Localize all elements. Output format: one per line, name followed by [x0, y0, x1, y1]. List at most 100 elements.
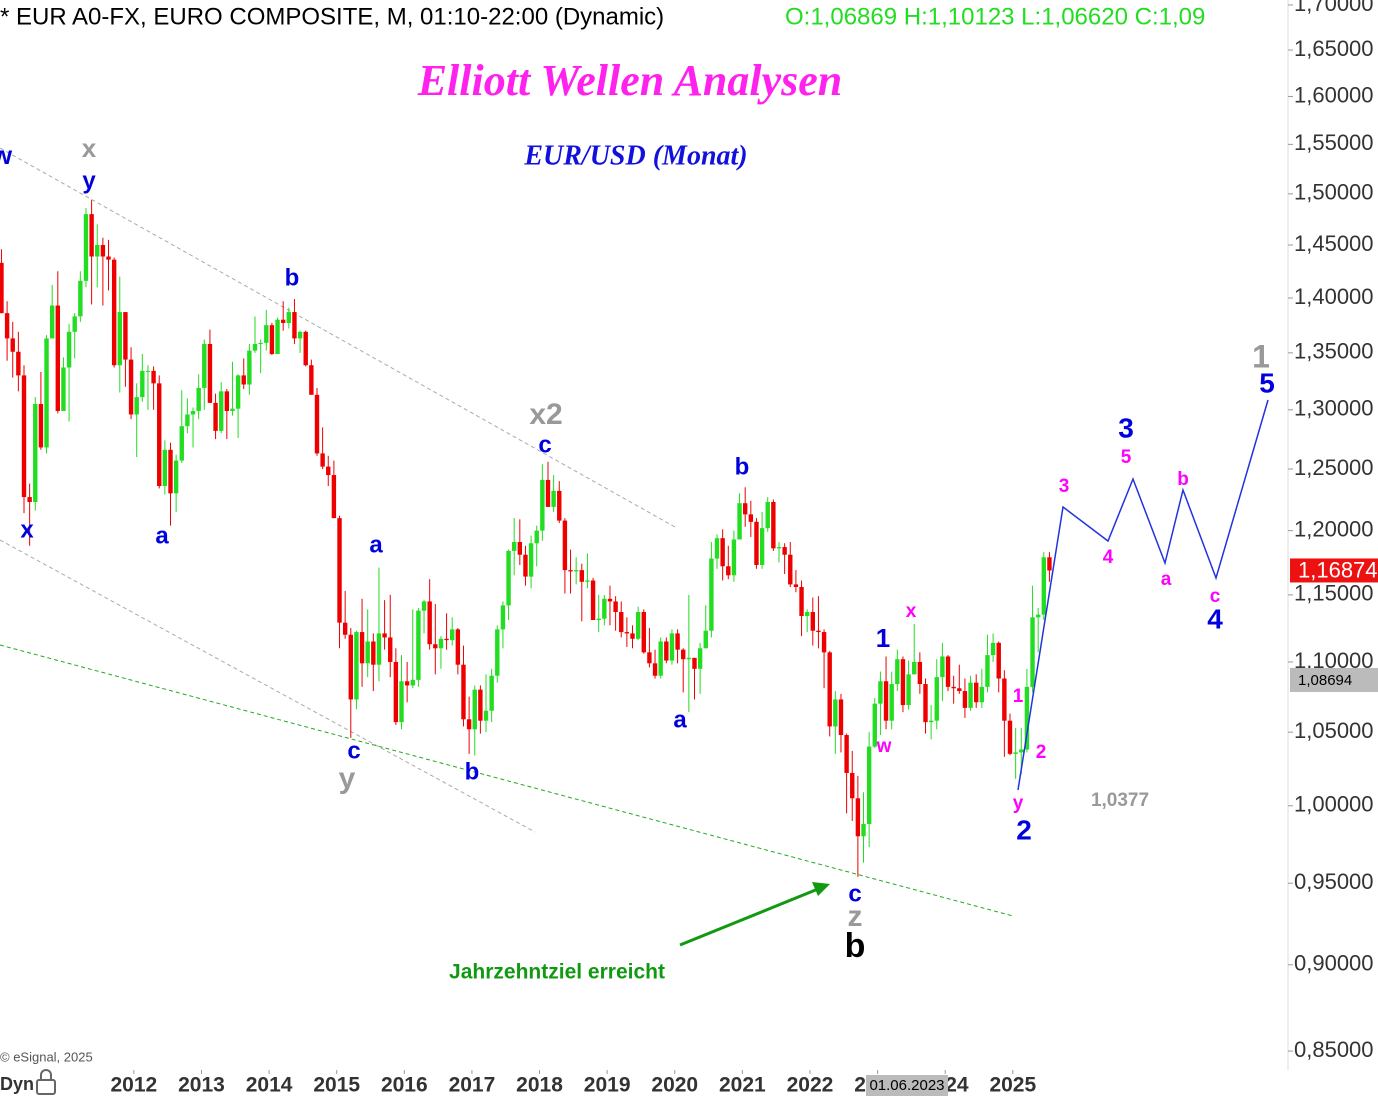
candle-body [596, 618, 601, 621]
candle-body [117, 312, 122, 366]
candle-body [517, 541, 523, 555]
candle-body [280, 319, 286, 323]
candle-body [934, 677, 939, 721]
wave-label: c [538, 431, 551, 458]
candle-body [996, 642, 1001, 679]
candle-body [866, 746, 872, 825]
candle-body [540, 479, 545, 531]
candle-body [602, 598, 607, 619]
wave-label: 5 [1259, 367, 1275, 398]
candle-body [241, 375, 246, 385]
candle-body [692, 657, 697, 669]
candle-body [506, 550, 511, 606]
candle-body [269, 325, 275, 354]
candle-body [140, 370, 145, 398]
candle-body [173, 460, 179, 494]
lock-icon[interactable] [36, 1069, 56, 1095]
candle-body [134, 397, 139, 415]
wave-label: c [347, 737, 360, 764]
candle-body [410, 679, 415, 686]
candle-body [737, 503, 742, 540]
candle-body [833, 699, 838, 727]
x-tick-label: 2013 [178, 1074, 225, 1096]
candle-body [709, 558, 714, 631]
candle-body [771, 501, 776, 549]
y-tick-label: 1,65000 [1294, 36, 1374, 61]
candle-body [850, 772, 855, 799]
candle-body [111, 259, 117, 366]
wave-label: x [82, 133, 97, 163]
y-tick-label: 1,35000 [1294, 339, 1374, 364]
candle-body [528, 543, 534, 577]
candle-body [912, 661, 917, 675]
candle-body [1035, 614, 1041, 618]
candle-body [793, 584, 799, 588]
candle-body [66, 331, 72, 368]
wave-label: 4 [1207, 603, 1223, 634]
x-tick-label: 2019 [584, 1074, 631, 1096]
candle-body [889, 684, 894, 721]
copyright: © eSignal, 2025 [0, 1049, 93, 1064]
candle-body [354, 632, 359, 700]
candle-body [557, 490, 562, 521]
ohlc-header: O:1,06869 H:1,10123 L:1,06620 C:1,09 [785, 3, 1205, 30]
candle-body [224, 391, 230, 411]
candle-body [331, 475, 337, 519]
wave-label: y [339, 762, 356, 795]
last-price-box [1290, 558, 1378, 583]
candle-body [157, 383, 162, 487]
candle-body [923, 684, 928, 723]
candle-body [55, 305, 61, 411]
candle-body [1024, 686, 1030, 750]
wave-label: b [845, 927, 866, 965]
x-tick-label: 2012 [111, 1074, 158, 1096]
candle-body [652, 663, 658, 676]
y-tick-label: 1,00000 [1294, 792, 1374, 817]
wave-label: 1 [1252, 338, 1270, 374]
candle-body [314, 394, 320, 454]
candle-body [78, 280, 83, 317]
candle-body [297, 331, 303, 339]
candle-body [359, 632, 365, 664]
wave-label: Jahrzehntziel erreicht [449, 961, 665, 984]
candle-body [179, 426, 184, 461]
y-tick-label: 1,45000 [1294, 231, 1374, 256]
candle-body [382, 633, 387, 638]
candle-body [979, 686, 985, 703]
candle-body [821, 632, 827, 653]
candle-body [421, 601, 427, 611]
candle-body [145, 370, 151, 372]
candle-body [551, 490, 556, 507]
candle-body [765, 501, 770, 529]
candle-body [878, 681, 883, 704]
candle-body [168, 449, 173, 494]
candle-body [95, 245, 100, 257]
candle-body [630, 633, 635, 639]
candle-body [61, 367, 66, 411]
candle-body [461, 664, 466, 720]
candle-body [917, 661, 923, 685]
candle-body [1019, 749, 1024, 753]
candle-body [635, 612, 641, 639]
chart-title: Elliott Wellen Analysen [417, 56, 843, 105]
candle-body [230, 408, 235, 411]
candle-body [720, 538, 725, 567]
y-tick-label: 0,90000 [1294, 951, 1374, 976]
wave-label: 3 [1118, 412, 1134, 443]
wave-label: a [1161, 569, 1172, 590]
wave-label: x2 [529, 398, 562, 431]
candle-body [585, 580, 590, 582]
candle-body [872, 703, 877, 747]
candle-body [1047, 557, 1052, 571]
wave-label: y [1013, 793, 1024, 814]
wave-label: b [735, 453, 750, 480]
wave-label: z [848, 900, 863, 933]
wave-label: 4 [1103, 547, 1114, 568]
x-tick-label: 2025 [989, 1074, 1036, 1096]
candle-body [450, 629, 455, 641]
candle-body [759, 528, 765, 565]
candle-body [100, 245, 106, 257]
candle-body [990, 642, 996, 656]
candle-body [664, 641, 669, 661]
